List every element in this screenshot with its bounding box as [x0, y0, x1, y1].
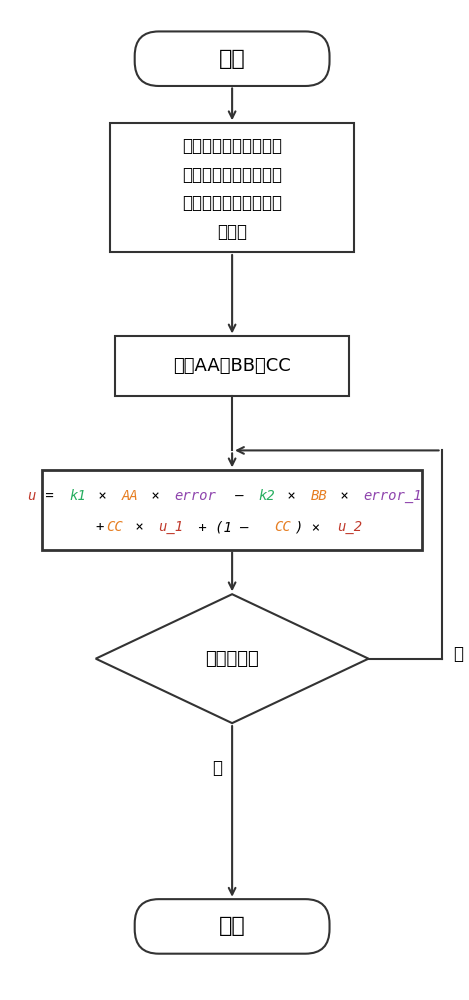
- Text: –: –: [227, 489, 252, 503]
- Text: 测量系统的时间常数和: 测量系统的时间常数和: [182, 137, 282, 155]
- Text: 否: 否: [453, 645, 463, 663]
- FancyBboxPatch shape: [135, 899, 330, 954]
- Text: error: error: [174, 489, 216, 503]
- Text: 环系统的时间常数和纯: 环系统的时间常数和纯: [182, 194, 282, 212]
- Text: error_1: error_1: [363, 489, 422, 503]
- Text: ×: ×: [90, 489, 115, 503]
- Text: ) ×: ) ×: [295, 520, 329, 534]
- Text: CC: CC: [106, 520, 122, 534]
- Text: + (1 –: + (1 –: [190, 520, 257, 534]
- Text: CC: CC: [274, 520, 291, 534]
- Text: 停止指令？: 停止指令？: [205, 650, 259, 668]
- Text: =: =: [38, 489, 62, 503]
- Polygon shape: [96, 594, 369, 723]
- FancyBboxPatch shape: [42, 470, 422, 550]
- Text: k1: k1: [69, 489, 86, 503]
- FancyBboxPatch shape: [110, 123, 354, 252]
- Text: 计算AA，BB，CC: 计算AA，BB，CC: [173, 357, 291, 375]
- Text: 停止: 停止: [219, 916, 245, 936]
- Text: AA: AA: [121, 489, 138, 503]
- Text: k2: k2: [258, 489, 275, 503]
- Text: ×: ×: [280, 489, 304, 503]
- Text: u_2: u_2: [337, 520, 363, 534]
- FancyBboxPatch shape: [135, 31, 330, 86]
- Text: u: u: [27, 489, 35, 503]
- Text: 滞后。: 滞后。: [217, 223, 247, 241]
- Text: BB: BB: [311, 489, 328, 503]
- Text: 是: 是: [212, 759, 222, 777]
- Text: ×: ×: [127, 520, 152, 534]
- Text: ×: ×: [143, 489, 168, 503]
- Text: ×: ×: [332, 489, 357, 503]
- Text: +: +: [95, 520, 104, 534]
- Text: 纯滞后，并设定期望闭: 纯滞后，并设定期望闭: [182, 166, 282, 184]
- Text: u_1: u_1: [159, 520, 183, 534]
- Text: 开始: 开始: [219, 49, 245, 69]
- FancyBboxPatch shape: [115, 336, 349, 396]
